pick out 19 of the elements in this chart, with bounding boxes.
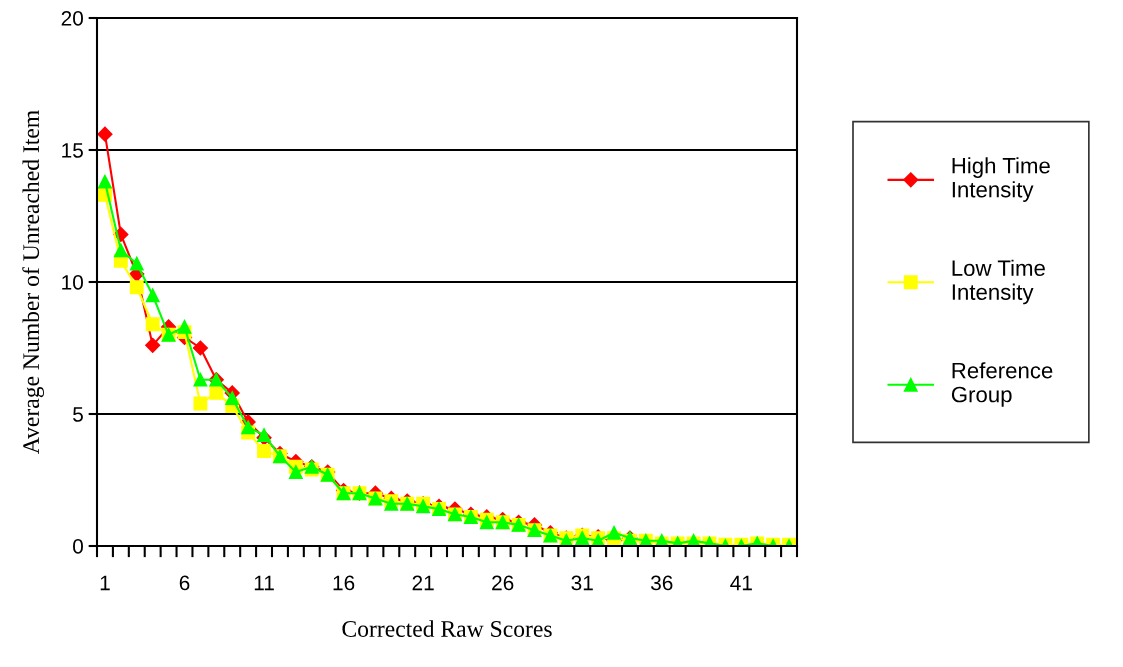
- y-tick-label: 20: [61, 11, 83, 26]
- x-tick-label: 41: [730, 575, 752, 591]
- legend-label: Reference Group: [951, 362, 1053, 407]
- x-tick-label: 11: [254, 575, 274, 591]
- x-tick-label: 21: [412, 575, 434, 591]
- x-tick-label: 16: [333, 575, 355, 591]
- y-tick-label: 10: [62, 275, 83, 290]
- x-tick-label: 1: [100, 575, 110, 591]
- legend-label: Low Time Intensity: [952, 259, 1045, 305]
- x-tick-label: 36: [650, 575, 673, 591]
- x-tick-label: 26: [492, 575, 514, 591]
- y-tick-label: 5: [73, 407, 83, 422]
- x-tick-label: 31: [571, 575, 593, 591]
- y-tick-label: 15: [62, 143, 83, 158]
- x-tick-label: 6: [179, 575, 190, 591]
- y-axis-title: Average Number of Unreached Item: [22, 110, 44, 454]
- x-axis-title: Corrected Raw Scores: [342, 620, 552, 637]
- y-tick-label: 0: [73, 539, 83, 554]
- legend-label: High Time Intensity: [952, 157, 1050, 202]
